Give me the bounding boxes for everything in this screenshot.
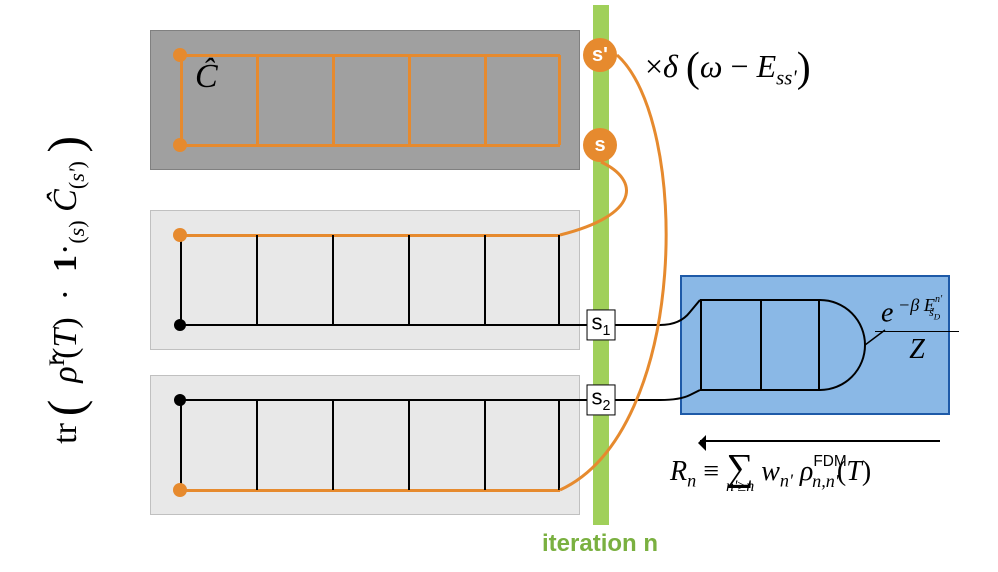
bot-rung — [558, 400, 560, 490]
top-dot-start-lower — [173, 138, 187, 152]
s1-label: s1 — [587, 309, 616, 340]
bot-dot-start-upper — [174, 394, 186, 406]
s2-label: s2 — [587, 384, 616, 415]
c-hat-label: Ĉ — [195, 58, 218, 96]
top-rail-lower — [180, 144, 560, 147]
top-rung — [180, 55, 183, 145]
mid-rung — [558, 235, 560, 325]
mid-rung — [408, 235, 410, 325]
mid-rung — [180, 235, 182, 325]
blue-rung — [760, 300, 762, 390]
terminal-s-label: s — [594, 134, 605, 157]
bot-rung — [408, 400, 410, 490]
mid-dot-start-upper — [173, 228, 187, 242]
bot-rail-upper — [180, 399, 630, 401]
diagram-canvas: tr ( ρ̂I(T) · 1·(s) Ĉ(s') ) Ĉ — [0, 0, 998, 572]
trace-formula-label: tr ( ρ̂I(T) · 1·(s) Ĉ(s') ) — [30, 60, 90, 520]
backward-arrow — [700, 440, 940, 442]
top-rung — [408, 55, 411, 145]
mid-rail-lower — [180, 324, 630, 326]
terminal-s-prime-label: s' — [592, 44, 608, 67]
iteration-label: iteration n — [542, 530, 658, 558]
box-top — [150, 30, 580, 170]
iteration-bar — [593, 5, 609, 525]
box-mid — [150, 210, 580, 350]
bot-rung — [332, 400, 334, 490]
bot-rung — [484, 400, 486, 490]
terminal-s-prime: s' — [583, 38, 617, 72]
delta-label: ×δ (ω − Ess') — [645, 40, 811, 90]
top-rail-upper — [180, 54, 560, 57]
top-rung — [558, 55, 561, 145]
top-rung — [332, 55, 335, 145]
terminal-s: s — [583, 128, 617, 162]
box-bot — [150, 375, 580, 515]
rn-formula: Rn ≡ ∑ n'≥n wn' ρFDMn,n'(T) — [670, 455, 908, 492]
bot-rail-lower — [180, 489, 560, 492]
mid-dot-start-lower — [174, 319, 186, 331]
mid-rung — [332, 235, 334, 325]
mid-rung — [256, 235, 258, 325]
top-rung — [256, 55, 259, 145]
boltzmann-fraction: e −β En's̃D Z — [875, 295, 959, 366]
top-rung — [484, 55, 487, 145]
bot-dot-start-lower — [173, 483, 187, 497]
bot-rung — [180, 400, 182, 490]
blue-rung — [700, 300, 702, 390]
mid-rail-upper — [180, 234, 560, 237]
top-dot-start-upper — [173, 48, 187, 62]
blue-rung — [818, 300, 820, 390]
mid-rung — [484, 235, 486, 325]
bot-rung — [256, 400, 258, 490]
